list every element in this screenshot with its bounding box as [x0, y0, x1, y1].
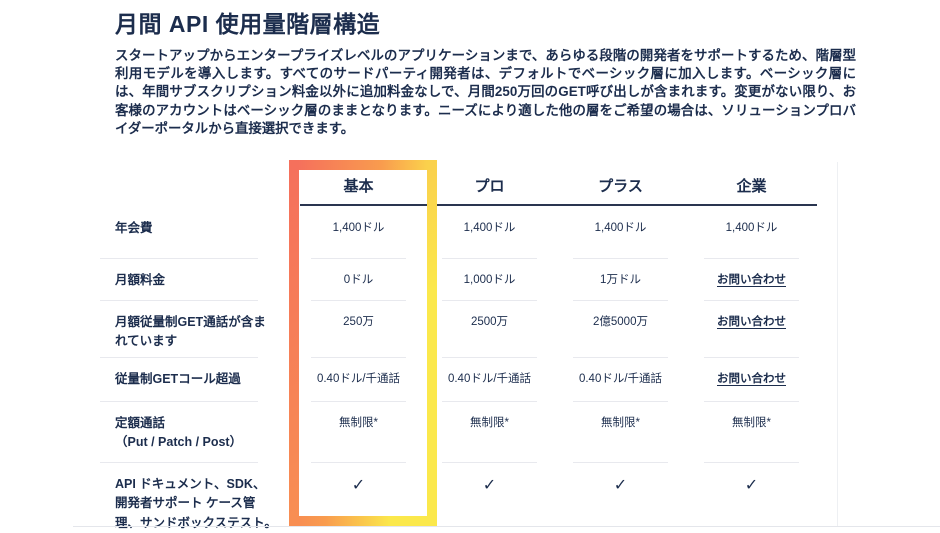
- header-spacer: [100, 160, 293, 206]
- cell-check: ✓: [293, 462, 424, 526]
- table-right-edge-line: [837, 162, 838, 526]
- table-row-get-call-overage: 従量制GETコール超過 0.40ドル/千通話 0.40ドル/千通話 0.40ドル…: [100, 357, 817, 401]
- table-row-included-get-calls: 月額従量制GET通話が含まれています 250万 2500万 2億5000万 お問…: [100, 300, 817, 357]
- cell-value: 1万ドル: [555, 258, 686, 300]
- table-row-annual-fee: 年会費 1,400ドル 1,400ドル 1,400ドル 1,400ドル: [100, 206, 817, 258]
- table-row-monthly-fee: 月額料金 0ドル 1,000ドル 1万ドル お問い合わせ: [100, 258, 817, 300]
- check-icon: ✓: [351, 477, 366, 494]
- cell-value: 1,400ドル: [463, 222, 516, 234]
- pricing-table: 基本 プロ プラス 企業 年会費 1,400ドル 1,400ドル 1,400ドル…: [100, 160, 817, 530]
- cell-value: 0ドル: [293, 258, 424, 300]
- cell-value: 0.40ドル/千通話: [555, 357, 686, 401]
- cell-check: ✓: [424, 462, 555, 526]
- table-row-flat-rate-calls: 定額通話 （Put / Patch / Post） 無制限* 無制限* 無制限*…: [100, 401, 817, 462]
- cell-contact: お問い合わせ: [686, 300, 817, 357]
- column-header-enterprise: 企業: [736, 178, 767, 195]
- intro-paragraph: スタートアップからエンタープライズレベルのアプリケーションまで、あらゆる段階の開…: [115, 48, 856, 136]
- cell-value: 無制限*: [293, 401, 424, 462]
- table-header-row: 基本 プロ プラス 企業: [100, 160, 817, 206]
- contact-link[interactable]: お問い合わせ: [717, 274, 786, 286]
- cell-value: 無制限*: [555, 401, 686, 462]
- page-title: 月間 API 使用量階層構造: [115, 11, 381, 37]
- cell-check: ✓: [686, 462, 817, 526]
- row-label: 従量制GETコール超過: [100, 357, 293, 401]
- cell-value: 1,400ドル: [594, 222, 647, 234]
- section-bottom-divider: [73, 526, 940, 527]
- cell-value: 2億5000万: [555, 300, 686, 357]
- row-label: 年会費: [115, 221, 153, 235]
- column-header-pro: プロ: [474, 178, 505, 195]
- contact-link[interactable]: お問い合わせ: [717, 316, 786, 328]
- cell-value: 無制限*: [424, 401, 555, 462]
- table-header-rule: [300, 204, 817, 206]
- row-label: API ドキュメント、SDK、開発者サポート ケース管理、サンドボックステスト。: [100, 462, 293, 530]
- cell-contact: お問い合わせ: [686, 357, 817, 401]
- cell-value: 無制限*: [686, 401, 817, 462]
- row-label-line1: 定額通話: [115, 416, 166, 430]
- cell-value: 1,400ドル: [725, 222, 778, 234]
- row-label-line2: （Put / Patch / Post）: [115, 435, 243, 450]
- table-row-developer-resources: API ドキュメント、SDK、開発者サポート ケース管理、サンドボックステスト。…: [100, 462, 817, 530]
- cell-contact: お問い合わせ: [686, 258, 817, 300]
- column-header-basic: 基本: [343, 178, 374, 195]
- row-label: 定額通話 （Put / Patch / Post）: [100, 401, 293, 462]
- cell-value: 1,400ドル: [332, 222, 385, 234]
- contact-link[interactable]: お問い合わせ: [717, 373, 786, 385]
- cell-value: 0.40ドル/千通話: [293, 357, 424, 401]
- cell-check: ✓: [555, 462, 686, 526]
- cell-value: 0.40ドル/千通話: [424, 357, 555, 401]
- check-icon: ✓: [744, 477, 759, 494]
- cell-value: 1,000ドル: [424, 258, 555, 300]
- row-label: 月額従量制GET通話が含まれています: [100, 300, 293, 357]
- row-label: 月額料金: [100, 258, 293, 300]
- column-header-plus: プラス: [598, 178, 643, 195]
- cell-value: 250万: [293, 300, 424, 357]
- check-icon: ✓: [482, 477, 497, 494]
- check-icon: ✓: [613, 477, 628, 494]
- cell-value: 2500万: [424, 300, 555, 357]
